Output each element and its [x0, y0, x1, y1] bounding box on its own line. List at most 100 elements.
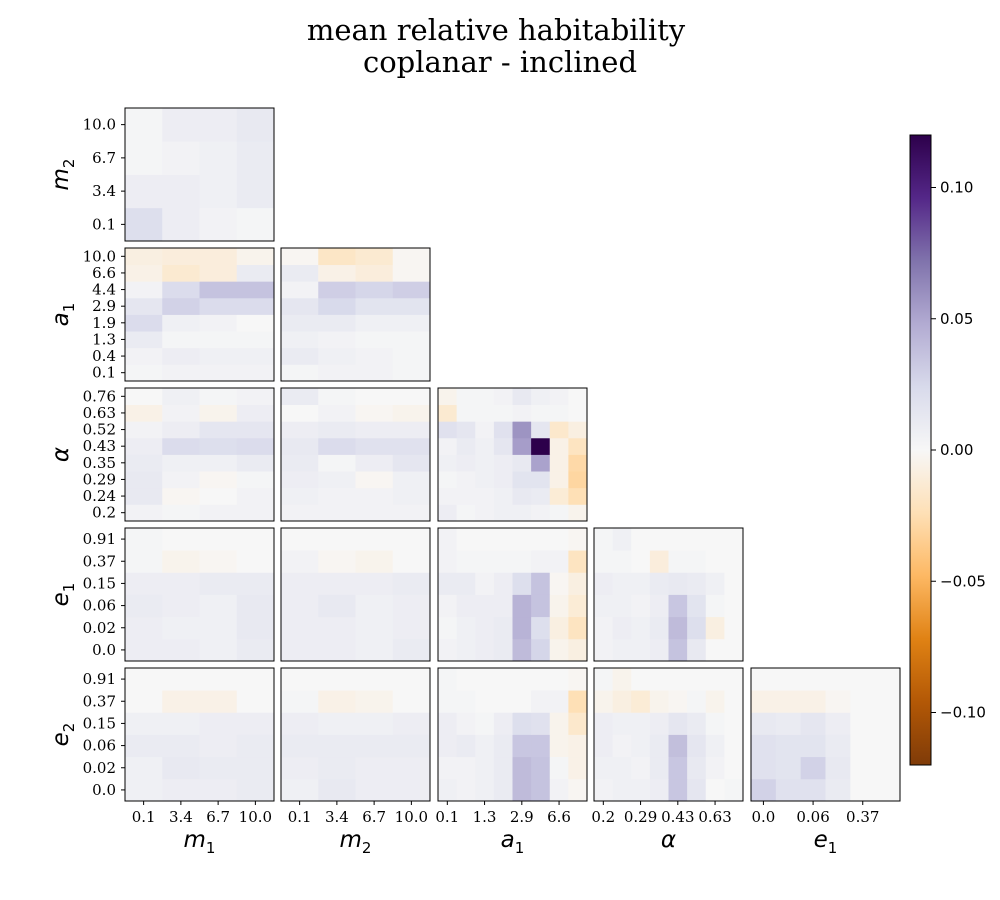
heatmap-cell [568, 454, 588, 472]
heatmap-cell [493, 388, 513, 406]
heatmap-cell [568, 471, 588, 489]
heatmap-cell [392, 734, 431, 758]
heatmap-cell [162, 616, 200, 640]
x-tick-label: 10.0 [239, 808, 272, 826]
heatmap-cell [236, 712, 275, 735]
y-tick-label: 0.52 [83, 421, 116, 439]
heatmap-cell [568, 421, 588, 439]
heatmap-cell [549, 528, 569, 551]
heatmap-cell [800, 712, 826, 735]
heatmap-cell [475, 437, 495, 455]
y-tick-label: 6.7 [92, 149, 116, 167]
heatmap-cell [724, 734, 744, 758]
y-axis-label-alpha-base: α [48, 447, 74, 462]
heatmap-cell [493, 594, 513, 618]
heatmap-cell [318, 454, 356, 472]
heatmap-cell [475, 404, 495, 422]
heatmap-cell [392, 638, 431, 662]
heatmap-cell [705, 756, 725, 780]
heatmap-cell [800, 778, 826, 802]
y-tick-label: 0.43 [83, 437, 116, 455]
heatmap-cell [162, 141, 200, 175]
heatmap-cell [549, 471, 569, 489]
heatmap-cell [493, 504, 513, 522]
heatmap-cell [705, 616, 725, 640]
heatmap-cell [162, 364, 200, 382]
heatmap-cell [549, 690, 569, 713]
heatmap-cell [705, 734, 725, 758]
heatmap-cell [668, 528, 688, 551]
heatmap-cell [392, 487, 431, 505]
heatmap-cell [705, 528, 725, 551]
heatmap-cell [318, 528, 356, 551]
heatmap-cell [355, 437, 394, 455]
heatmap-cell [512, 421, 532, 439]
heatmap-cell [649, 668, 669, 691]
heatmap-cell [687, 690, 707, 713]
heatmap-cell [236, 388, 275, 406]
heatmap-cell [392, 756, 431, 780]
heatmap-cell [355, 248, 394, 266]
heatmap-cell [568, 778, 588, 802]
heatmap-cell [705, 712, 725, 735]
heatmap-cell [438, 471, 458, 489]
heatmap-cell [531, 437, 551, 455]
heatmap-cell [493, 454, 513, 472]
heatmap-cell [493, 437, 513, 455]
heatmap-cell [475, 778, 495, 802]
y-tick-label: 1.3 [92, 330, 116, 348]
x-axis-label-m1: m1 [184, 827, 216, 857]
heatmap-cell [456, 437, 476, 455]
heatmap-cell [162, 471, 200, 489]
heatmap-cell [162, 437, 200, 455]
y-tick-label: 0.0 [92, 641, 116, 659]
heatmap-cell [512, 504, 532, 522]
x-tick-label: 0.0 [751, 808, 775, 826]
heatmap-cell [549, 594, 569, 618]
heatmap-cell [631, 550, 651, 573]
heatmap-cell [199, 297, 238, 315]
heatmap-cell [475, 487, 495, 505]
heatmap-cell [281, 616, 319, 640]
heatmap-cell [199, 668, 238, 691]
heatmap-cell [751, 668, 777, 691]
heatmap-cell [281, 487, 319, 505]
colorbar-gradient [909, 134, 932, 766]
colorbar: 0.10 0.05 0.00 −0.05 −0.10 [909, 134, 986, 766]
heatmap-cell [531, 756, 551, 780]
heatmap-cell [631, 778, 651, 802]
heatmap-cell [236, 572, 275, 595]
heatmap-cell [800, 734, 826, 758]
heatmap-cell [549, 437, 569, 455]
heatmap-cell [475, 454, 495, 472]
heatmap-cell [475, 756, 495, 780]
heatmap-cell [512, 734, 532, 758]
heatmap-cell [392, 281, 431, 299]
y-axis-label-e1: e1 [48, 583, 78, 607]
heatmap-panels: 0.13.46.710.0m20.10.41.31.92.94.46.610.0… [48, 107, 901, 857]
heatmap-cell [475, 504, 495, 522]
heatmap-cell [456, 471, 476, 489]
heatmap-cell [549, 404, 569, 422]
heatmap-cell [493, 778, 513, 802]
heatmap-cell [531, 638, 551, 662]
y-tick-label: 0.2 [92, 504, 116, 522]
heatmap-cell [875, 734, 901, 758]
heatmap-cell [162, 756, 200, 780]
heatmap-cell [594, 712, 614, 735]
heatmap-cell [549, 638, 569, 662]
heatmap-cell [199, 141, 238, 175]
panel-frame [124, 387, 275, 522]
panel-m1-vs-a1 [124, 247, 275, 382]
heatmap-cell [438, 690, 458, 713]
heatmap-cell [318, 712, 356, 735]
heatmap-cell [568, 404, 588, 422]
heatmap-cell [724, 690, 744, 713]
heatmap-cell [355, 347, 394, 365]
panel-m2-vs-a1 [280, 247, 431, 382]
heatmap-cell [318, 347, 356, 365]
x-axis-label-m2-base: m [340, 827, 362, 853]
heatmap-cell [162, 712, 200, 735]
heatmap-cell [568, 638, 588, 662]
heatmap-cell [162, 331, 200, 349]
